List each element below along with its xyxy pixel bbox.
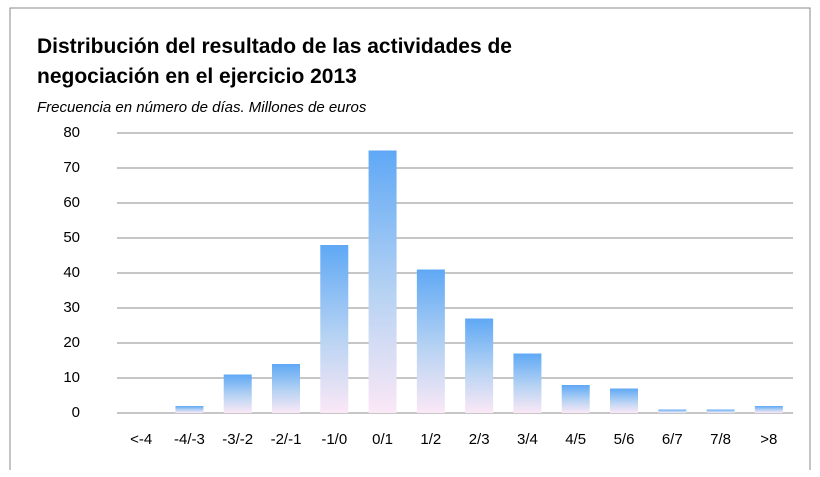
y-tick-label: 50: [63, 229, 80, 246]
x-tick-label: -4/-3: [174, 431, 205, 448]
x-tick-label: >8: [760, 431, 777, 448]
bar: [465, 318, 494, 413]
bar: [320, 245, 349, 413]
x-tick-label: 3/4: [517, 431, 538, 448]
x-tick-label: -1/0: [321, 431, 347, 448]
chart-subtitle: Frecuencia en número de días. Millones d…: [37, 99, 367, 116]
bar: [416, 269, 445, 413]
y-tick-label: 10: [63, 369, 80, 386]
bar: [368, 150, 397, 413]
bar: [610, 388, 638, 413]
bar: [175, 406, 204, 413]
bar: [706, 409, 735, 413]
y-tick-label: 70: [63, 159, 80, 176]
x-tick-label: 2/3: [469, 431, 490, 448]
y-tick-label: 60: [63, 194, 80, 211]
x-tick-label: -2/-1: [271, 431, 302, 448]
x-tick-label: 0/1: [372, 431, 393, 448]
x-tick-label: -3/-2: [222, 431, 253, 448]
x-tick-label: 4/5: [565, 431, 586, 448]
y-tick-label: 20: [63, 334, 80, 351]
x-tick-label: 5/6: [614, 431, 635, 448]
bar: [658, 409, 687, 413]
x-tick-label: <-4: [130, 431, 152, 448]
y-tick-label: 40: [63, 264, 80, 281]
frame: [9, 7, 811, 470]
x-tick-label: 6/7: [662, 431, 683, 448]
bar: [272, 364, 300, 413]
x-tick-label: 1/2: [420, 431, 441, 448]
bar: [223, 374, 252, 413]
bar: [513, 353, 542, 413]
chart-title: Distribución del resultado de las activi…: [37, 35, 512, 88]
y-tick-label: 80: [63, 124, 80, 141]
bar: [561, 385, 590, 413]
x-tick-label: 7/8: [710, 431, 731, 448]
bar: [754, 406, 783, 413]
y-tick-label: 0: [72, 404, 80, 421]
y-tick-label: 30: [63, 299, 80, 316]
